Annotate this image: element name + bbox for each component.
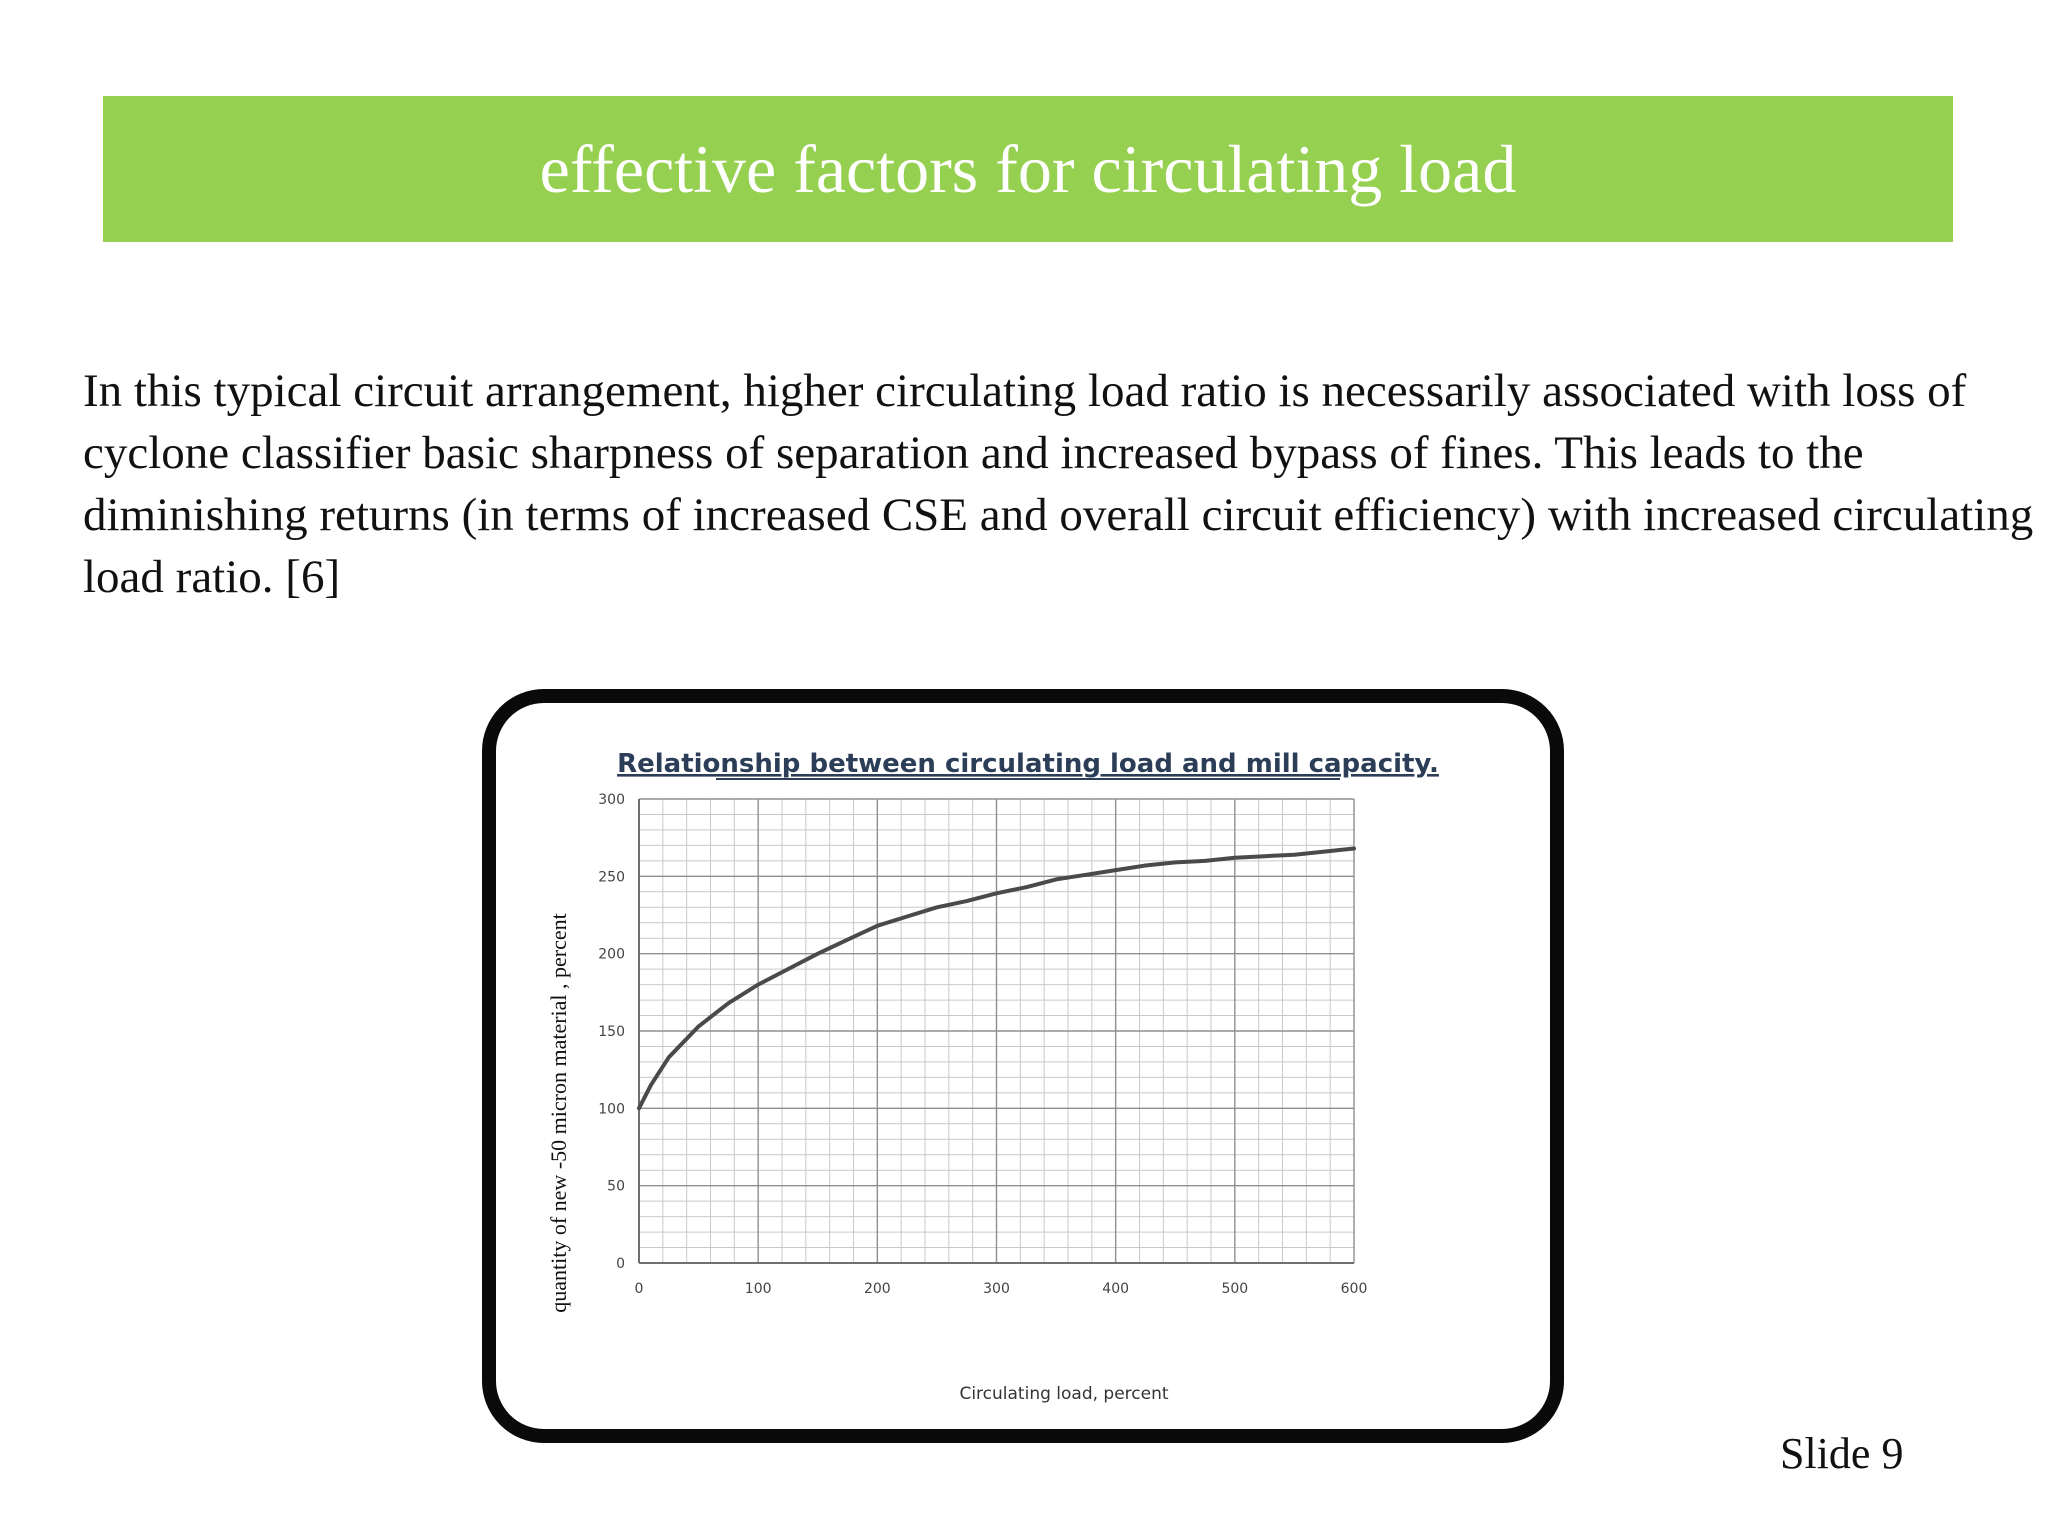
circulating-load-chart: 0 100 200 300 400 500 600 0 50 100 150 200 250 300 R…	[546, 749, 1439, 1404]
x-axis-label: Circulating load, percent	[959, 1384, 1168, 1404]
x-tick-label: 200	[864, 1281, 891, 1297]
chart-title: Relationship between circulating load an…	[617, 749, 1439, 779]
slide-title: effective factors for circulating load	[539, 131, 1517, 207]
x-tick-label: 0	[635, 1281, 644, 1297]
y-tick-label: 150	[598, 1024, 625, 1040]
y-axis-label: quantity of new -50 micron material , pe…	[546, 913, 571, 1313]
slide-number: Slide 9	[1780, 1429, 1904, 1478]
x-tick-label: 100	[745, 1281, 772, 1297]
axes	[638, 799, 1354, 1264]
title-banner: effective factors for circulating load	[103, 96, 1953, 242]
y-tick-label: 250	[598, 869, 625, 885]
x-tick-label: 300	[983, 1281, 1010, 1297]
series-group	[637, 846, 1356, 1111]
grid-major	[638, 798, 1355, 1264]
x-tick-labels: 0 100 200 300 400 500 600	[635, 1281, 1368, 1297]
y-tick-label: 300	[598, 792, 625, 808]
chart-frame: 0 100 200 300 400 500 600 0 50 100 150 200 250 300 R…	[482, 689, 1564, 1443]
y-tick-label: 100	[598, 1101, 625, 1117]
body-paragraph: In this typical circuit arrangement, hig…	[83, 365, 2034, 603]
y-tick-label: 200	[598, 947, 625, 963]
y-tick-label: 50	[607, 1179, 625, 1195]
series-line	[637, 846, 1356, 1111]
x-tick-label: 500	[1221, 1281, 1248, 1297]
y-tick-labels: 0 50 100 150 200 250 300	[598, 792, 625, 1272]
y-tick-label: 0	[616, 1256, 625, 1272]
x-tick-label: 600	[1341, 1281, 1368, 1297]
x-tick-label: 400	[1102, 1281, 1129, 1297]
